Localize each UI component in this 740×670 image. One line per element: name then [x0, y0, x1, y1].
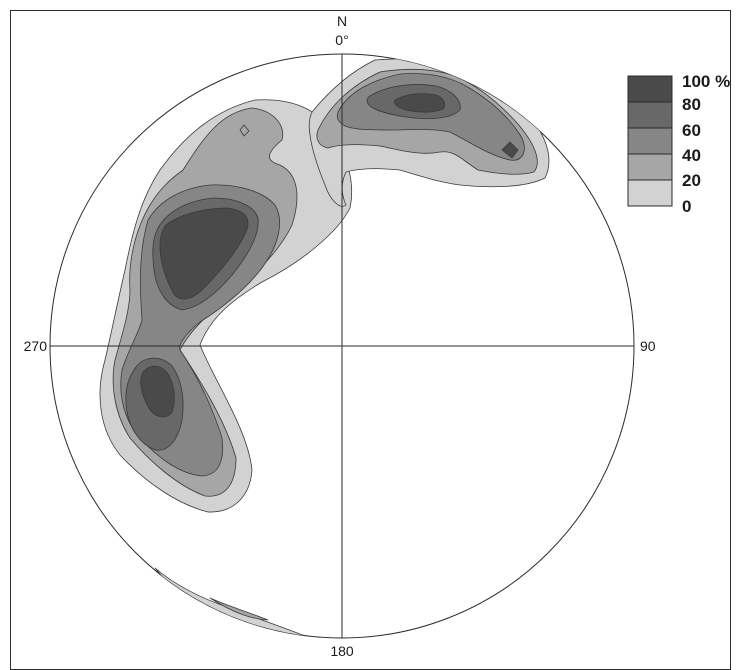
legend-swatch-60 — [627, 127, 673, 155]
density-cluster-northeast — [308, 58, 550, 207]
north-letter-label: N — [337, 13, 347, 29]
south-label: 180 — [330, 643, 354, 659]
north-angle-label: 0° — [335, 32, 348, 48]
legend-label-20: 20 — [682, 171, 701, 190]
legend-label-0: 0 — [682, 197, 691, 216]
west-label: 270 — [24, 338, 48, 354]
density-legend: 100 % 80 60 40 20 0 — [627, 72, 730, 216]
legend-label-80: 80 — [682, 95, 701, 114]
legend-label-100: 100 % — [682, 72, 730, 91]
legend-swatch-40 — [627, 153, 673, 181]
east-label: 90 — [640, 338, 656, 354]
legend-label-40: 40 — [682, 146, 701, 165]
legend-swatch-100 — [627, 75, 673, 103]
legend-swatch-20 — [627, 179, 673, 207]
legend-label-60: 60 — [682, 121, 701, 140]
legend-swatch-80 — [627, 101, 673, 129]
density-cluster-west — [99, 99, 353, 513]
